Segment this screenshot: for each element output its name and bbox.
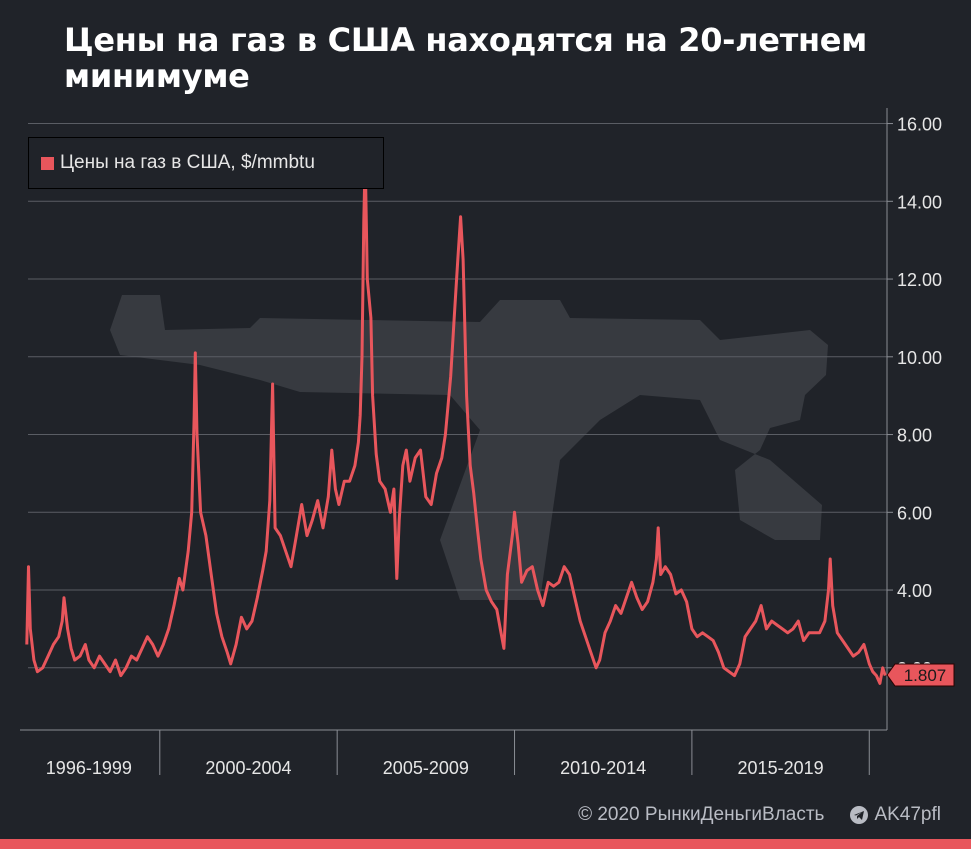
x-dividers (159, 730, 870, 775)
last-value-label: 1.807 (904, 666, 947, 685)
x-tick-label: 2005-2009 (383, 758, 469, 778)
telegram-icon (850, 806, 869, 824)
channel-link[interactable]: AK47pfl (874, 804, 941, 825)
x-tick-label: 2015-2019 (738, 758, 824, 778)
y-tick-label: 4.00 (897, 581, 932, 601)
x-tick-label: 2000-2004 (205, 758, 291, 778)
copyright-text: © 2020 РынкиДеньгиВласть (578, 804, 825, 825)
y-tick-marks (887, 123, 893, 669)
y-tick-label: 16.00 (897, 115, 942, 135)
series-line (25, 157, 887, 685)
grid-lines (28, 123, 887, 669)
y-tick-label: 10.00 (897, 348, 942, 368)
footer: © 2020 РынкиДеньгиВласть AK47pfl (578, 804, 941, 826)
y-tick-label: 6.00 (897, 503, 932, 523)
x-tick-label: 1996-1999 (46, 758, 132, 778)
x-tick-label: 2010-2014 (560, 758, 646, 778)
legend: Цены на газ в США, $/mmbtu (28, 137, 384, 189)
y-tick-label: 14.00 (897, 192, 942, 212)
x-tick-labels: 1996-1999 2000-2004 2005-2009 2010-2014 2015… (46, 758, 824, 778)
rifle-watermark-icon (110, 295, 828, 600)
legend-swatch (41, 156, 54, 170)
legend-label: Цены на газ в США, $/mmbtu (60, 152, 315, 173)
chart-title: Цены на газ в США находятся на 20-летнем… (64, 21, 868, 95)
last-value-badge: 1.807 (886, 663, 955, 687)
y-tick-label: 12.00 (897, 270, 942, 290)
accent-bar (0, 839, 971, 849)
y-tick-label: 8.00 (897, 426, 932, 446)
